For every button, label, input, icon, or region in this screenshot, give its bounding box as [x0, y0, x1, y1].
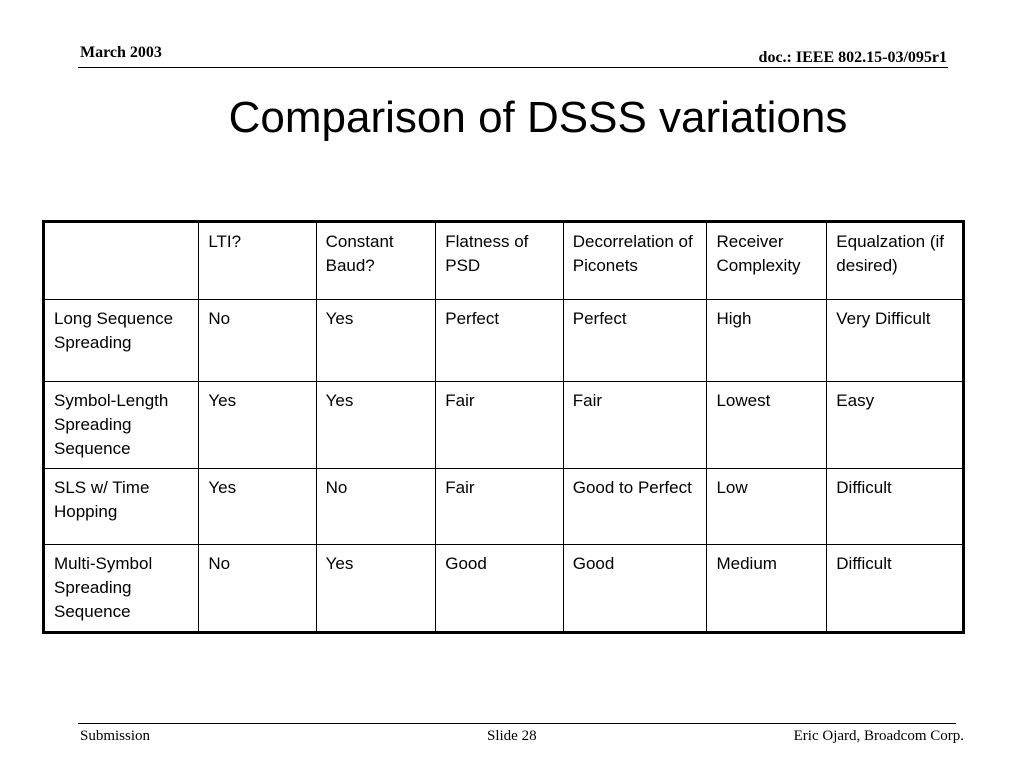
table-cell: High [706, 299, 828, 382]
table-cell: Perfect [562, 299, 708, 382]
table-cell: Fair [562, 381, 708, 469]
table-cell: Fair [435, 381, 564, 469]
table-cell: Yes [315, 381, 437, 469]
table-header-cell: Flatness of PSD [435, 221, 564, 300]
table-header-cell: Constant Baud? [315, 221, 437, 300]
table-cell: No [198, 544, 317, 633]
table-cell: Low [706, 468, 828, 545]
table-cell: Good to Perfect [562, 468, 708, 545]
footer-divider [78, 723, 956, 724]
header-doc-id: doc.: IEEE 802.15-03/095r1 [758, 49, 947, 66]
table-row: Multi-Symbol Spreading Sequence No Yes G… [42, 544, 964, 633]
table-cell: Yes [315, 544, 437, 633]
table-cell: Good [435, 544, 564, 633]
table-cell: Perfect [435, 299, 564, 382]
table-header-row: LTI? Constant Baud? Flatness of PSD Deco… [42, 221, 964, 300]
table-cell: Lowest [706, 381, 828, 469]
table-row: Long Sequence Spreading No Yes Perfect P… [42, 299, 964, 382]
table-header-cell: Decorrelation of Piconets [562, 221, 708, 300]
table-header-cell: LTI? [198, 221, 317, 300]
table-cell: Yes [198, 381, 317, 469]
table-cell: No [198, 299, 317, 382]
table-row-label: SLS w/ Time Hopping [42, 468, 200, 545]
table-cell: Yes [315, 299, 437, 382]
table-header-cell: Equalzation (if desired) [826, 221, 964, 300]
table-header-cell [42, 221, 200, 300]
comparison-table: LTI? Constant Baud? Flatness of PSD Deco… [42, 220, 965, 634]
table-row-label: Multi-Symbol Spreading Sequence [42, 544, 200, 633]
table-row-label: Symbol-Length Spreading Sequence [42, 381, 200, 469]
slide-title: Comparison of DSSS variations [228, 93, 848, 142]
table-row: SLS w/ Time Hopping Yes No Fair Good to … [42, 468, 964, 545]
table-cell: Easy [826, 381, 964, 469]
table-row: Symbol-Length Spreading Sequence Yes Yes… [42, 381, 964, 469]
table-cell: Yes [198, 468, 317, 545]
table-cell: Good [562, 544, 708, 633]
header-divider [78, 67, 948, 68]
table-cell: Very Difficult [826, 299, 964, 382]
header-date: March 2003 [80, 44, 162, 61]
table-cell: Medium [706, 544, 828, 633]
table-cell: Difficult [826, 544, 964, 633]
table-row-label: Long Sequence Spreading [42, 299, 200, 382]
footer-author: Eric Ojard, Broadcom Corp. [793, 728, 964, 744]
table-cell: Fair [435, 468, 564, 545]
footer-submission: Submission [80, 728, 151, 744]
footer-slide-number: Slide 28 [487, 728, 537, 744]
table-header-cell: Receiver Complexity [706, 221, 828, 300]
table-cell: Difficult [826, 468, 964, 545]
table-cell: No [315, 468, 437, 545]
